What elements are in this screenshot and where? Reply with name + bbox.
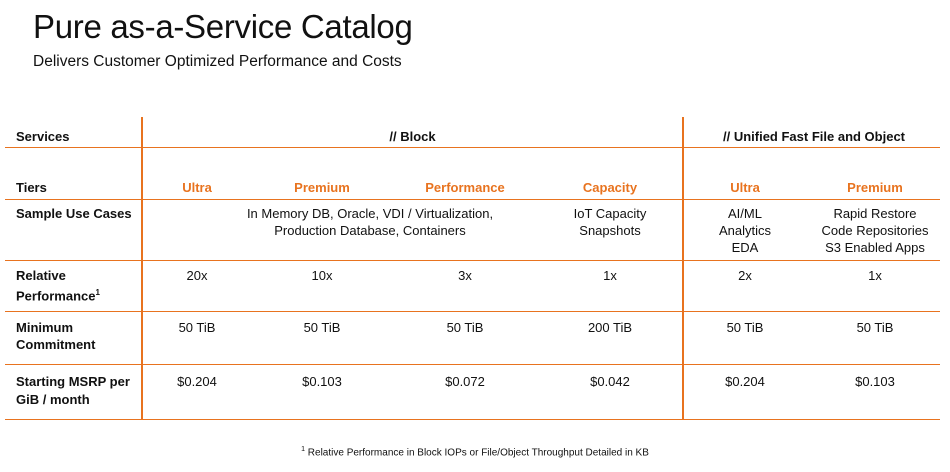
- msrp-label-line1: Starting MSRP per: [16, 374, 130, 389]
- performance-label-line1: Relative: [16, 268, 66, 283]
- perf-unified-ultra: 2x: [738, 268, 752, 283]
- commitment-label-line2: Commitment: [16, 337, 96, 352]
- use-cases-premium-line1: Rapid Restore: [833, 206, 917, 221]
- divider-use-cases: [5, 199, 940, 200]
- use-cases-capacity-line2: Snapshots: [579, 223, 641, 238]
- vertical-divider-label: [141, 117, 143, 419]
- performance-label-text: Performance: [16, 288, 96, 304]
- msrp-block-capacity: $0.042: [590, 374, 630, 389]
- vertical-divider-unified: [682, 117, 684, 419]
- divider-top: [5, 147, 940, 148]
- use-cases-label: Sample Use Cases: [16, 206, 132, 221]
- performance-label-line2: Performance1: [16, 284, 100, 304]
- services-label: Services: [16, 129, 70, 144]
- tier-block-performance: Performance: [425, 180, 505, 195]
- tier-block-premium: Premium: [294, 180, 350, 195]
- use-cases-ultra-line1: AI/ML: [728, 206, 762, 221]
- msrp-block-premium: $0.103: [302, 374, 342, 389]
- perf-block-ultra: 20x: [186, 268, 208, 283]
- group-unified: // Unified Fast File and Object: [722, 129, 906, 144]
- page-subtitle: Delivers Customer Optimized Performance …: [33, 53, 402, 70]
- tier-unified-premium: Premium: [847, 180, 903, 195]
- msrp-label-line2: GiB / month: [16, 392, 90, 407]
- use-cases-capacity-line1: IoT Capacity: [573, 206, 647, 221]
- divider-bottom: [5, 419, 940, 420]
- footnote: 1 Relative Performance in Block IOPs or …: [0, 446, 950, 458]
- perf-block-capacity: 1x: [603, 268, 617, 283]
- perf-unified-premium: 1x: [868, 268, 882, 283]
- tier-block-ultra: Ultra: [182, 180, 212, 195]
- divider-commitment: [5, 311, 940, 312]
- use-cases-ultra-line2: Analytics: [718, 223, 772, 238]
- msrp-block-ultra: $0.204: [177, 374, 217, 389]
- tier-unified-ultra: Ultra: [730, 180, 760, 195]
- commit-unified-premium: 50 TiB: [856, 320, 894, 335]
- use-cases-block-line2: Production Database, Containers: [274, 223, 466, 238]
- msrp-unified-premium: $0.103: [855, 374, 895, 389]
- tier-block-capacity: Capacity: [582, 180, 638, 195]
- commit-block-capacity: 200 TiB: [587, 320, 633, 335]
- use-cases-block-line1: In Memory DB, Oracle, VDI / Virtualizati…: [246, 206, 494, 221]
- commit-block-ultra: 50 TiB: [178, 320, 216, 335]
- commitment-label-line1: Minimum: [16, 320, 74, 335]
- tiers-label: Tiers: [16, 180, 47, 195]
- perf-block-premium: 10x: [311, 268, 333, 283]
- group-block: // Block: [389, 129, 436, 144]
- use-cases-premium-line3: S3 Enabled Apps: [825, 240, 925, 255]
- footnote-marker: 1: [301, 446, 306, 453]
- divider-performance: [5, 260, 940, 261]
- use-cases-ultra-line3: EDA: [731, 240, 759, 255]
- msrp-unified-ultra: $0.204: [725, 374, 765, 389]
- msrp-block-performance: $0.072: [445, 374, 485, 389]
- commit-unified-ultra: 50 TiB: [726, 320, 764, 335]
- footnote-text: Relative Performance in Block IOPs or Fi…: [305, 447, 649, 459]
- divider-msrp: [5, 364, 940, 365]
- performance-footnote-marker: 1: [95, 288, 100, 297]
- page-title: Pure as-a-Service Catalog: [33, 8, 413, 45]
- commit-block-premium: 50 TiB: [303, 320, 341, 335]
- commit-block-performance: 50 TiB: [446, 320, 484, 335]
- use-cases-premium-line2: Code Repositories: [821, 223, 929, 238]
- perf-block-performance: 3x: [458, 268, 472, 283]
